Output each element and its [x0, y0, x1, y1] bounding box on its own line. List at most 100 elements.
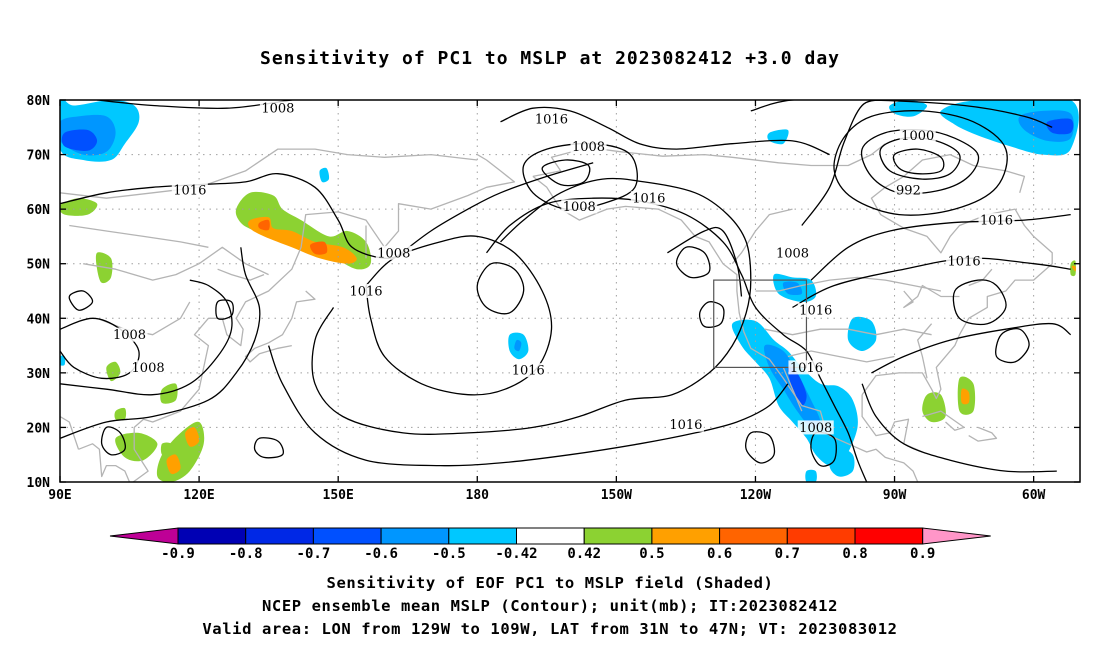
- contour-label-bg: [171, 183, 208, 198]
- contour-label: 1008: [377, 246, 410, 261]
- mslp-contour: [68, 290, 94, 311]
- mslp-contour: [801, 100, 886, 226]
- contour-label-bg: [667, 417, 704, 432]
- coastline: [861, 394, 923, 453]
- contour-label-bg: [130, 360, 167, 375]
- coastline: [193, 203, 432, 368]
- lon-label: 150W: [601, 488, 632, 503]
- lat-label: 70N: [27, 149, 51, 164]
- mslp-contour: [60, 173, 408, 260]
- sensitivity-patch: [166, 454, 181, 475]
- contour-label: 1016: [349, 285, 382, 300]
- coastline: [861, 208, 1053, 400]
- colorbar-arrow-left: [109, 527, 179, 545]
- colorbar-segment: [380, 527, 450, 545]
- contour-label: 992: [896, 184, 921, 199]
- contour-label-bg: [788, 360, 825, 375]
- contour-label-bg: [348, 284, 384, 298]
- sensitivity-patch: [60, 355, 66, 366]
- contour-label-bg: [561, 199, 598, 214]
- coastline: [922, 410, 965, 431]
- mslp-contour: [861, 383, 1057, 473]
- coastline: [917, 323, 933, 379]
- contour-label-bg: [774, 245, 811, 260]
- colorbar-label: -0.5: [432, 546, 466, 562]
- sensitivity-patch: [106, 361, 121, 382]
- coastline: [968, 426, 998, 442]
- coastline: [764, 328, 932, 336]
- mslp-contour: [215, 299, 234, 320]
- colorbar-label: -0.7: [297, 546, 331, 562]
- coastline: [83, 246, 269, 281]
- lat-label: 10N: [27, 476, 51, 491]
- mslp-contour: [667, 226, 743, 297]
- mslp-contour: [267, 345, 789, 467]
- colorbar-segment: [516, 527, 585, 545]
- contour-label: 1016: [799, 304, 832, 319]
- valid-area-layer: [713, 279, 808, 369]
- sensitivity-patch: [889, 100, 928, 117]
- mslp-contour: [311, 177, 752, 435]
- contour-label-bg: [894, 183, 923, 198]
- contour-label-bg: [797, 303, 834, 318]
- contour-label-bg: [946, 253, 983, 268]
- colorbar-label: -0.6: [364, 546, 398, 562]
- sensitivity-patch: [60, 198, 98, 216]
- sensitivity-patch: [960, 388, 970, 405]
- lat-label: 50N: [27, 258, 51, 273]
- contour-label-bg: [533, 112, 570, 127]
- contour-label-bg: [570, 139, 607, 154]
- lon-label: 150E: [323, 488, 354, 503]
- mslp-contour: [892, 148, 945, 175]
- sensitivity-patch: [160, 383, 178, 404]
- contour-label: 1008: [113, 328, 146, 343]
- contour-label-layer: 1008 1016 1008 1000 992 1016 1008 1016 1016 1008 1…: [111, 101, 1015, 436]
- coastline: [903, 284, 960, 309]
- mslp-contour: [810, 213, 1071, 281]
- lon-label: 120E: [183, 488, 214, 503]
- colorbar-label: 0.9: [910, 546, 935, 562]
- colorbar-segment: [719, 527, 788, 545]
- colorbar-label: -0.9: [161, 546, 195, 562]
- contour-label: 1008: [776, 246, 809, 261]
- contour-label: 1008: [572, 140, 605, 155]
- coastline: [532, 175, 919, 482]
- colorbar-arrow-right: [922, 527, 991, 545]
- colorbar-segment: [583, 527, 653, 545]
- caption-contour: NCEP ensemble mean MSLP (Contour); unit(…: [261, 597, 839, 615]
- colorbar-segment: [312, 527, 382, 545]
- mslp-contour: [476, 262, 525, 315]
- coastline: [782, 367, 803, 412]
- colorbar-label: 0.6: [707, 546, 732, 562]
- coastline: [78, 443, 131, 482]
- sensitivity-patch: [114, 407, 127, 421]
- coastline: [731, 208, 793, 265]
- sensitivity-patch: [514, 339, 522, 352]
- sensitivity-patch: [847, 316, 877, 351]
- mslp-contour: [541, 159, 591, 187]
- sensitivity-patch: [319, 167, 330, 183]
- sensitivity-patch: [61, 129, 98, 151]
- coastline: [968, 268, 993, 287]
- coastline: [755, 276, 942, 292]
- mslp-contour: [952, 279, 1007, 326]
- coastline: [787, 350, 895, 363]
- coastline: [532, 143, 886, 178]
- sensitivity-patch: [922, 392, 946, 423]
- valid-area-box: [713, 279, 808, 369]
- lon-label: 180: [466, 488, 490, 503]
- lat-label: 40N: [27, 312, 51, 327]
- contour-label-bg: [630, 191, 667, 206]
- colorbar-segment: [854, 527, 924, 545]
- colorbar-label: -0.8: [229, 546, 263, 562]
- contour-label-bg: [259, 101, 296, 116]
- lon-label: 120W: [740, 488, 771, 503]
- mslp-contour: [365, 235, 553, 396]
- mslp-contour: [792, 257, 1071, 308]
- coastline: [69, 224, 209, 248]
- sensitivity-patch: [767, 129, 789, 145]
- contour-label: 1016: [980, 214, 1013, 229]
- mslp-contour: [833, 110, 1008, 216]
- colorbar-segment: [245, 527, 314, 545]
- lat-label: 60N: [27, 203, 51, 218]
